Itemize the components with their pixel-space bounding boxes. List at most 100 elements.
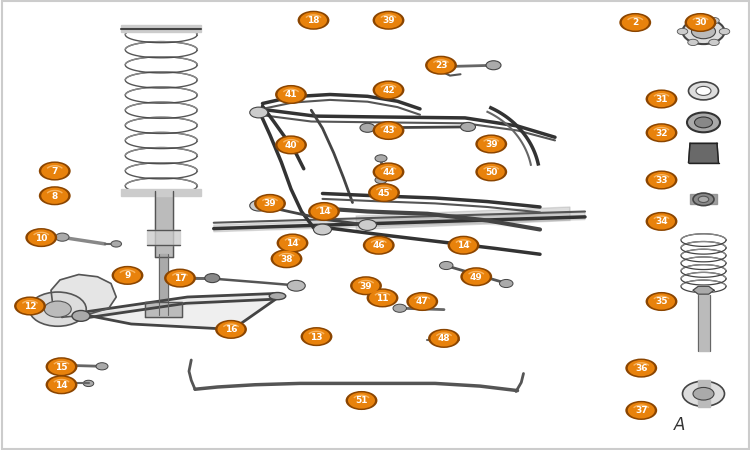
Circle shape xyxy=(393,304,406,312)
Circle shape xyxy=(278,86,304,103)
Polygon shape xyxy=(334,209,540,230)
Circle shape xyxy=(622,14,649,31)
Circle shape xyxy=(709,18,719,24)
Circle shape xyxy=(476,162,507,181)
Circle shape xyxy=(83,380,94,387)
Ellipse shape xyxy=(269,292,286,300)
Polygon shape xyxy=(314,332,321,344)
Polygon shape xyxy=(159,254,168,315)
Circle shape xyxy=(425,56,457,75)
Circle shape xyxy=(287,280,305,291)
Circle shape xyxy=(352,278,380,294)
Circle shape xyxy=(303,328,330,345)
Circle shape xyxy=(14,297,46,315)
Text: 16: 16 xyxy=(225,325,237,334)
Circle shape xyxy=(463,269,490,285)
Circle shape xyxy=(314,224,332,235)
Circle shape xyxy=(164,269,196,288)
Circle shape xyxy=(41,188,68,204)
Circle shape xyxy=(478,136,505,152)
Text: 39: 39 xyxy=(360,282,372,291)
Circle shape xyxy=(375,82,402,98)
Text: 45: 45 xyxy=(378,189,390,198)
Circle shape xyxy=(72,310,90,321)
Circle shape xyxy=(279,235,306,251)
Polygon shape xyxy=(696,18,711,23)
Circle shape xyxy=(626,359,657,378)
Text: 40: 40 xyxy=(285,141,297,150)
Circle shape xyxy=(46,357,77,376)
Text: 17: 17 xyxy=(174,274,186,283)
Circle shape xyxy=(646,90,677,108)
Text: 49: 49 xyxy=(470,273,483,282)
Polygon shape xyxy=(688,143,718,163)
Text: 33: 33 xyxy=(656,176,668,185)
Circle shape xyxy=(273,251,300,267)
Circle shape xyxy=(111,241,122,247)
Text: 35: 35 xyxy=(656,297,668,306)
Text: 14: 14 xyxy=(56,381,68,390)
Circle shape xyxy=(688,18,698,24)
Circle shape xyxy=(308,202,340,221)
Polygon shape xyxy=(698,380,709,407)
Circle shape xyxy=(648,213,675,230)
Circle shape xyxy=(476,135,507,153)
Circle shape xyxy=(358,220,376,230)
Circle shape xyxy=(682,381,724,406)
Circle shape xyxy=(682,19,724,44)
Polygon shape xyxy=(122,25,201,32)
Text: 9: 9 xyxy=(124,271,130,280)
Circle shape xyxy=(350,276,382,295)
Text: 38: 38 xyxy=(280,255,292,264)
Circle shape xyxy=(26,228,57,247)
Circle shape xyxy=(215,320,247,339)
Text: 18: 18 xyxy=(308,16,320,25)
Text: 47: 47 xyxy=(416,297,428,306)
Circle shape xyxy=(254,194,286,213)
Text: 14: 14 xyxy=(286,239,298,248)
Text: 7: 7 xyxy=(52,167,58,176)
Circle shape xyxy=(29,292,86,326)
Polygon shape xyxy=(214,212,585,232)
Circle shape xyxy=(628,402,655,418)
Circle shape xyxy=(360,123,375,132)
Circle shape xyxy=(28,230,55,246)
Circle shape xyxy=(373,81,404,99)
Text: 44: 44 xyxy=(382,168,394,177)
Circle shape xyxy=(256,195,284,212)
Circle shape xyxy=(646,123,677,142)
Text: 14: 14 xyxy=(318,207,330,216)
Circle shape xyxy=(275,85,307,104)
Polygon shape xyxy=(81,293,278,319)
Circle shape xyxy=(114,267,141,284)
Circle shape xyxy=(348,392,375,409)
Text: 41: 41 xyxy=(285,90,297,99)
Circle shape xyxy=(56,233,69,241)
Polygon shape xyxy=(356,207,570,230)
Text: 12: 12 xyxy=(24,302,36,311)
Polygon shape xyxy=(145,302,182,317)
Circle shape xyxy=(166,270,194,286)
Circle shape xyxy=(278,137,304,153)
Circle shape xyxy=(39,186,70,205)
Text: 23: 23 xyxy=(435,61,447,70)
Circle shape xyxy=(112,266,143,285)
Text: 13: 13 xyxy=(310,333,322,342)
Circle shape xyxy=(375,122,402,139)
Circle shape xyxy=(250,200,268,211)
Circle shape xyxy=(373,11,404,30)
Text: 34: 34 xyxy=(656,217,668,226)
Text: 8: 8 xyxy=(52,192,58,201)
Circle shape xyxy=(250,107,268,118)
Circle shape xyxy=(450,237,477,253)
Circle shape xyxy=(500,279,513,288)
Circle shape xyxy=(375,176,387,184)
Text: 15: 15 xyxy=(56,363,68,372)
Text: 39: 39 xyxy=(382,16,394,25)
Circle shape xyxy=(375,164,402,180)
Text: 48: 48 xyxy=(438,334,450,343)
Circle shape xyxy=(427,57,454,73)
Circle shape xyxy=(687,112,720,132)
Text: 39: 39 xyxy=(485,140,497,149)
Circle shape xyxy=(41,163,68,179)
